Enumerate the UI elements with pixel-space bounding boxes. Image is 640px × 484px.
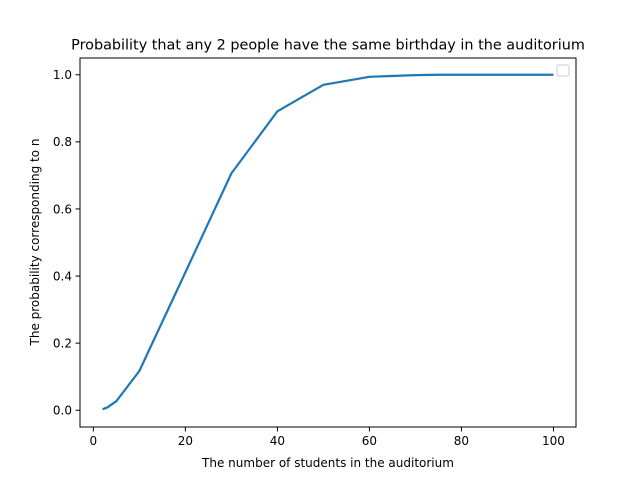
x-axis-ticks: 0 20 40 60 80 100 (90, 427, 565, 448)
x-tick-label: 100 (542, 434, 565, 448)
x-tick-label: 60 (362, 434, 377, 448)
x-axis-label: The number of students in the auditorium (201, 456, 454, 470)
y-tick-label: 0.2 (53, 336, 72, 350)
y-axis-label: The probability corresponding to n (28, 139, 42, 347)
x-tick-label: 80 (454, 434, 469, 448)
chart-title: Probability that any 2 people have the s… (71, 38, 585, 54)
y-tick-label: 0.4 (53, 269, 72, 283)
plot-area (79, 57, 577, 428)
x-tick-label: 0 (90, 434, 98, 448)
legend-box (556, 64, 570, 77)
x-tick-label: 40 (270, 434, 285, 448)
axes-frame (79, 57, 577, 428)
y-tick-label: 0.8 (53, 135, 72, 149)
y-tick-label: 0.0 (53, 404, 72, 418)
y-tick-label: 0.6 (53, 202, 72, 216)
legend (556, 64, 570, 77)
series-line-0 (102, 73, 554, 411)
y-tick-label: 1.0 (53, 68, 72, 82)
x-tick-label: 20 (178, 434, 193, 448)
y-axis-ticks: 0.0 0.2 0.4 0.6 0.8 1.0 (53, 68, 80, 418)
